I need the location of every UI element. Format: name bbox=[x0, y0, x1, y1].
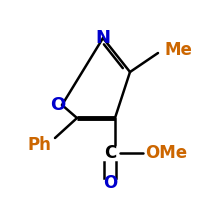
Text: O: O bbox=[50, 96, 65, 114]
Text: N: N bbox=[95, 29, 110, 47]
Text: O: O bbox=[102, 174, 117, 192]
Text: Ph: Ph bbox=[28, 136, 52, 154]
Text: C: C bbox=[103, 144, 116, 162]
Text: Me: Me bbox=[164, 41, 192, 59]
Text: OMe: OMe bbox=[144, 144, 186, 162]
